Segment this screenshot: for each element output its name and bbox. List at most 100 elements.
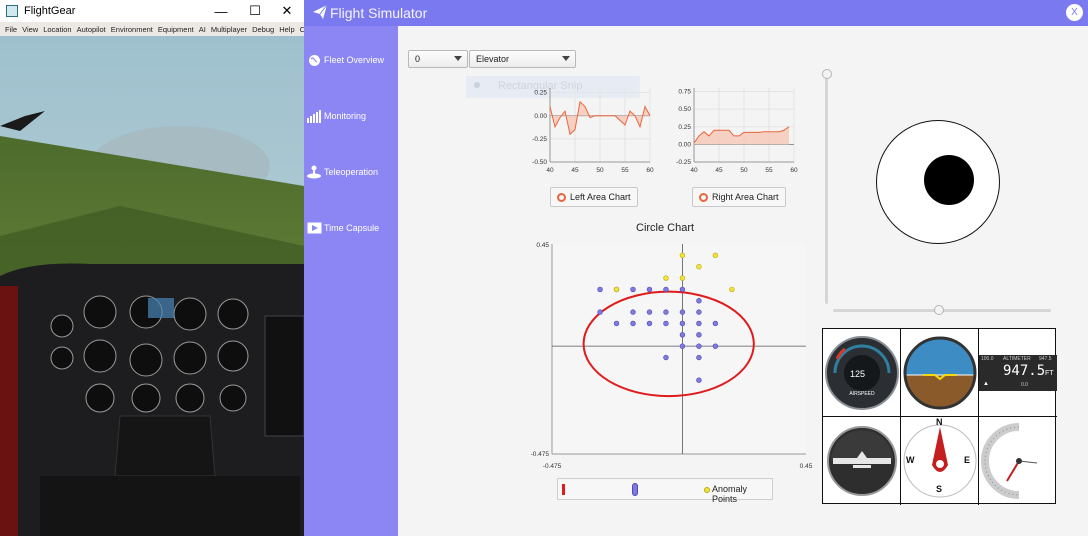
altimeter-top-right: 947.5: [1039, 356, 1052, 362]
normal-point: [712, 320, 719, 327]
maximize-button[interactable]: ☐: [249, 3, 261, 18]
heading-gauge: [823, 417, 901, 505]
x-tick-label: 40: [546, 167, 554, 174]
menu-multiplayer[interactable]: Multiplayer: [210, 24, 248, 34]
x-tick-label: 60: [790, 167, 798, 174]
paper-plane-icon: [313, 4, 328, 19]
circle-chart: 0.45 -0.475 -0.475 0.45: [531, 242, 813, 470]
sidebar-item-teleoperation[interactable]: Teleoperation: [304, 160, 398, 184]
right-area-chart-legend[interactable]: Right Area Chart: [692, 187, 786, 207]
x-tick-label: 60: [646, 167, 654, 174]
close-button[interactable]: ✕: [281, 3, 293, 18]
app-header: Flight Simulator: [304, 0, 1088, 26]
area-fill: [694, 126, 789, 145]
airspeed-label: AIRSPEED: [849, 391, 875, 397]
flightgear-window: FlightGear — ☐ ✕ File View Location Auto…: [0, 0, 304, 536]
minimize-button[interactable]: —: [214, 3, 228, 19]
menu-view[interactable]: View: [22, 24, 39, 34]
x-tick-label: 50: [740, 167, 748, 174]
feature-select[interactable]: Elevator: [469, 50, 576, 68]
anomaly-legend-label: Anomaly Points: [712, 484, 748, 504]
joystick-outer-ring[interactable]: [876, 120, 1000, 244]
compass-north: N: [936, 417, 943, 427]
menu-debug[interactable]: Debug: [252, 24, 275, 34]
rudder-slider-track[interactable]: [825, 74, 828, 304]
y-tick-label: -0.25: [676, 159, 691, 166]
bar-chart-icon: [306, 109, 322, 123]
menu-equipment[interactable]: Equipment: [157, 24, 194, 34]
circle-chart-legend: Anomaly Points: [557, 478, 773, 504]
left-area-chart-legend[interactable]: Left Area Chart: [550, 187, 638, 207]
chevron-down-icon: [454, 56, 462, 61]
normal-legend-marker: [632, 483, 638, 496]
normal-point: [712, 343, 719, 349]
normal-point: [679, 343, 686, 349]
windshield-frame: [0, 111, 45, 131]
left-legend-label: Left Area Chart: [570, 192, 631, 202]
normal-point: [696, 377, 702, 383]
x-tick-label: 50: [596, 167, 604, 174]
menu-file[interactable]: File: [5, 24, 18, 34]
anomaly-legend-marker: [704, 487, 710, 493]
anomaly-point: [663, 275, 669, 281]
airspeed-value: 125: [850, 369, 866, 379]
joystick-knob[interactable]: [924, 155, 974, 205]
lower-panel: [40, 476, 300, 536]
normal-point: [663, 309, 669, 315]
y-tick-label: 0.25: [678, 124, 691, 131]
feature-select-value: Elevator: [476, 54, 510, 64]
cockpit-view[interactable]: [0, 36, 304, 536]
compass-gauge: N S E W: [901, 417, 979, 505]
close-app-button[interactable]: X: [1066, 4, 1083, 21]
plot-area: [552, 244, 806, 454]
altimeter-gauge: 100.0 ALTIMETER 947.5 947.5 FT ▲ 0.0: [979, 329, 1057, 417]
anomaly-point: [679, 252, 686, 259]
series-marker-icon: [699, 192, 708, 202]
normal-point: [613, 320, 620, 327]
warning-icon: ▲: [983, 381, 989, 387]
attitude-gauge: [901, 329, 979, 417]
menu-cut-off[interactable]: Ce: [299, 24, 304, 34]
y-tick-label: 0.50: [678, 106, 691, 113]
menu-environment[interactable]: Environment: [110, 24, 153, 34]
menu-location[interactable]: Location: [43, 24, 72, 34]
vertical-speed-gauge: [979, 417, 1057, 505]
sidebar-item-time-capsule[interactable]: Time Capsule: [304, 216, 398, 240]
sidebar-item-fleet-overview[interactable]: Fleet Overview: [304, 48, 398, 72]
index-select[interactable]: 0: [408, 50, 468, 68]
yoke[interactable]: [114, 415, 216, 477]
altimeter-label: ALTIMETER: [1003, 356, 1031, 362]
compass-west: W: [906, 455, 915, 465]
altimeter-display: [979, 355, 1057, 391]
normal-point: [646, 320, 653, 327]
menu-help[interactable]: Help: [279, 24, 295, 34]
normal-point: [679, 332, 686, 338]
normal-point: [679, 286, 686, 293]
menu-autopilot[interactable]: Autopilot: [76, 24, 106, 34]
flightgear-titlebar: FlightGear — ☐ ✕: [0, 0, 304, 22]
normal-point: [630, 309, 636, 315]
x-tick-label: 40: [690, 167, 698, 174]
altimeter-top-left: 100.0: [981, 356, 994, 362]
airspeed-gauge: AIRSPEED 125: [823, 329, 901, 417]
throttle-slider-thumb[interactable]: [934, 305, 944, 315]
normal-point: [597, 309, 603, 315]
altimeter-bottom: 0.0: [1021, 382, 1028, 388]
anomaly-boundary-circle: [582, 290, 755, 398]
x-max-label: 0.45: [800, 463, 813, 470]
y-tick-label: -0.50: [532, 159, 547, 166]
y-tick-label: 0.00: [534, 113, 547, 120]
flightgear-app-icon: [6, 5, 18, 17]
y-max-label: 0.45: [536, 242, 549, 249]
x-tick-label: 55: [621, 167, 629, 174]
sidebar-item-label: Time Capsule: [324, 223, 380, 233]
y-tick-label: -0.25: [532, 136, 547, 143]
chevron-down-icon: [562, 56, 570, 61]
rudder-slider-thumb[interactable]: [822, 69, 832, 79]
cabin-side: [0, 286, 18, 536]
menu-ai[interactable]: AI: [198, 24, 206, 34]
sidebar-item-monitoring[interactable]: Monitoring: [304, 104, 398, 128]
area-line: [549, 100, 651, 136]
